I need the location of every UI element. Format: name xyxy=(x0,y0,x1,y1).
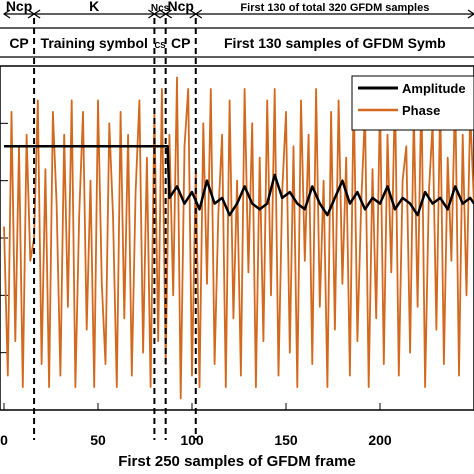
segment-label-2: Ncs xyxy=(151,3,170,14)
region-label-1: Training symbol xyxy=(41,35,148,51)
legend: Amplitude Phase xyxy=(351,75,474,131)
segment-arrowhead-right-4 xyxy=(467,9,474,19)
segment-arrowhead-left-3 xyxy=(164,9,173,19)
series-layer xyxy=(3,76,474,400)
x-axis-label: First 250 samples of GFDM frame xyxy=(118,453,356,470)
segment-arrowhead-left-0 xyxy=(2,9,11,19)
region-label-0: CP xyxy=(9,35,28,51)
segment-arrowhead-left-2 xyxy=(153,9,161,19)
boundary-lines xyxy=(33,18,197,440)
segment-arrowhead-left-4 xyxy=(194,9,203,19)
x-axis: 0 50 100 150 200 xyxy=(0,403,392,448)
legend-label-phase: Phase xyxy=(402,103,440,118)
x-tick-label-1: 50 xyxy=(90,432,106,448)
region-label-2: CS xyxy=(154,41,166,50)
x-tick-label-0: 0 xyxy=(0,432,8,448)
segment-arrowhead-left-1 xyxy=(32,9,41,19)
segment-label-1: K xyxy=(89,0,99,14)
series-line-phase xyxy=(3,76,474,400)
x-tick-label-4: 200 xyxy=(368,432,392,448)
segment-label-4: First 130 of total 320 GFDM samples xyxy=(240,2,429,14)
legend-label-amplitude: Amplitude xyxy=(402,81,466,96)
legend-box xyxy=(351,75,474,131)
series-line-amplitude xyxy=(4,145,474,217)
segment-label-0: Ncp xyxy=(6,0,32,14)
x-tick-label-3: 150 xyxy=(274,432,298,448)
segment-label-3: Ncp xyxy=(167,0,193,14)
x-tick-label-2: 100 xyxy=(180,432,204,448)
region-label-3: CP xyxy=(171,35,190,51)
region-label-4: First 130 samples of GFDM Symb xyxy=(224,35,446,51)
